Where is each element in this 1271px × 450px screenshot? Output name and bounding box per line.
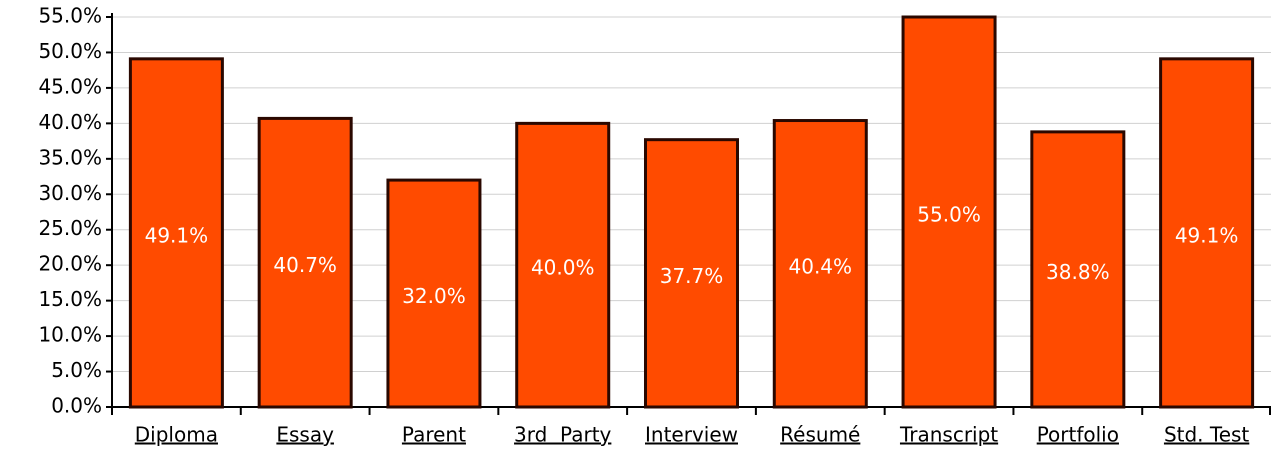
x-tick-label[interactable]: Parent xyxy=(402,423,466,447)
bar xyxy=(257,116,353,409)
y-tick-label: 10.0% xyxy=(38,323,102,347)
value-label: 37.7% xyxy=(660,264,724,288)
x-tick-label[interactable]: Transcript xyxy=(899,423,998,447)
bar xyxy=(1159,57,1255,409)
y-tick-label: 25.0% xyxy=(38,216,102,240)
x-tick-label[interactable]: Diploma xyxy=(135,423,218,447)
bar xyxy=(128,57,224,409)
bar xyxy=(644,138,739,409)
y-tick-label: 45.0% xyxy=(38,74,102,98)
y-tick-label: 15.0% xyxy=(38,287,102,311)
x-tick-label[interactable]: 3rd Party xyxy=(514,423,611,447)
bar xyxy=(901,15,997,409)
y-tick-label: 35.0% xyxy=(38,145,102,169)
y-tick-label: 55.0% xyxy=(38,4,102,28)
y-tick-label: 30.0% xyxy=(38,181,102,205)
value-label: 55.0% xyxy=(917,203,981,227)
x-tick-label[interactable]: Résumé xyxy=(780,423,860,447)
x-tick-label[interactable]: Essay xyxy=(276,423,334,447)
y-tick-label: 20.0% xyxy=(38,252,102,276)
bar xyxy=(515,121,611,409)
y-tick-label: 5.0% xyxy=(51,358,102,382)
value-label: 38.8% xyxy=(1046,260,1110,284)
value-label: 40.7% xyxy=(273,253,337,277)
y-tick-label: 50.0% xyxy=(38,39,102,63)
bar xyxy=(772,119,868,409)
value-label: 40.4% xyxy=(789,254,853,278)
y-tick-label: 0.0% xyxy=(51,394,102,418)
value-label: 40.0% xyxy=(531,256,595,280)
bar xyxy=(386,178,482,409)
value-label: 49.1% xyxy=(145,223,209,247)
y-tick-label: 40.0% xyxy=(38,110,102,134)
x-tick-label[interactable]: Portfolio xyxy=(1037,423,1119,447)
x-tick-label[interactable]: Interview xyxy=(645,423,738,447)
x-tick-label[interactable]: Std. Test xyxy=(1164,423,1249,447)
value-label: 32.0% xyxy=(402,284,466,308)
bar xyxy=(1030,130,1126,409)
value-label: 49.1% xyxy=(1175,223,1239,247)
